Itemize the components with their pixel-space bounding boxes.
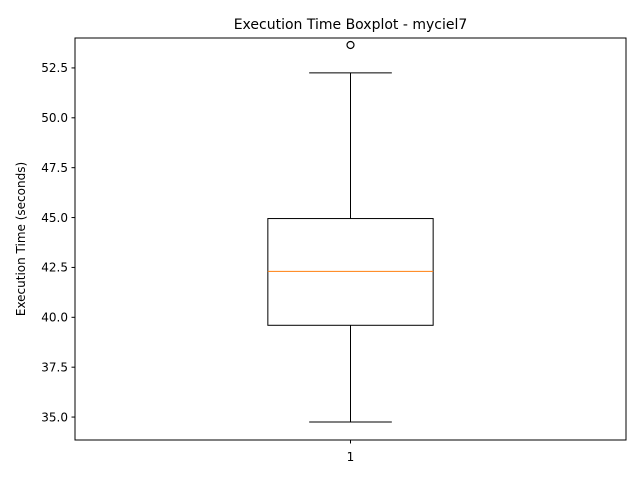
y-axis-label: Execution Time (seconds) bbox=[14, 162, 28, 316]
y-tick-label: 40.0 bbox=[41, 311, 68, 325]
boxes-group bbox=[267, 40, 434, 423]
outlier-point bbox=[346, 40, 355, 50]
y-tick-label: 37.5 bbox=[41, 360, 68, 374]
y-tick-label: 47.5 bbox=[41, 161, 68, 175]
y-tick-label: 42.5 bbox=[41, 261, 68, 275]
chart-title: Execution Time Boxplot - myciel7 bbox=[234, 17, 468, 33]
y-tick-label: 35.0 bbox=[41, 410, 68, 424]
y-tick-label: 45.0 bbox=[41, 211, 68, 225]
x-axis-ticks: 1 bbox=[347, 440, 355, 464]
y-axis-ticks: 35.0 37.5 40.0 42.5 45.0 47.5 50.0 52.5 bbox=[41, 61, 75, 424]
y-tick-label: 52.5 bbox=[41, 61, 68, 75]
x-tick-label: 1 bbox=[347, 450, 355, 464]
y-tick-label: 50.0 bbox=[41, 111, 68, 125]
